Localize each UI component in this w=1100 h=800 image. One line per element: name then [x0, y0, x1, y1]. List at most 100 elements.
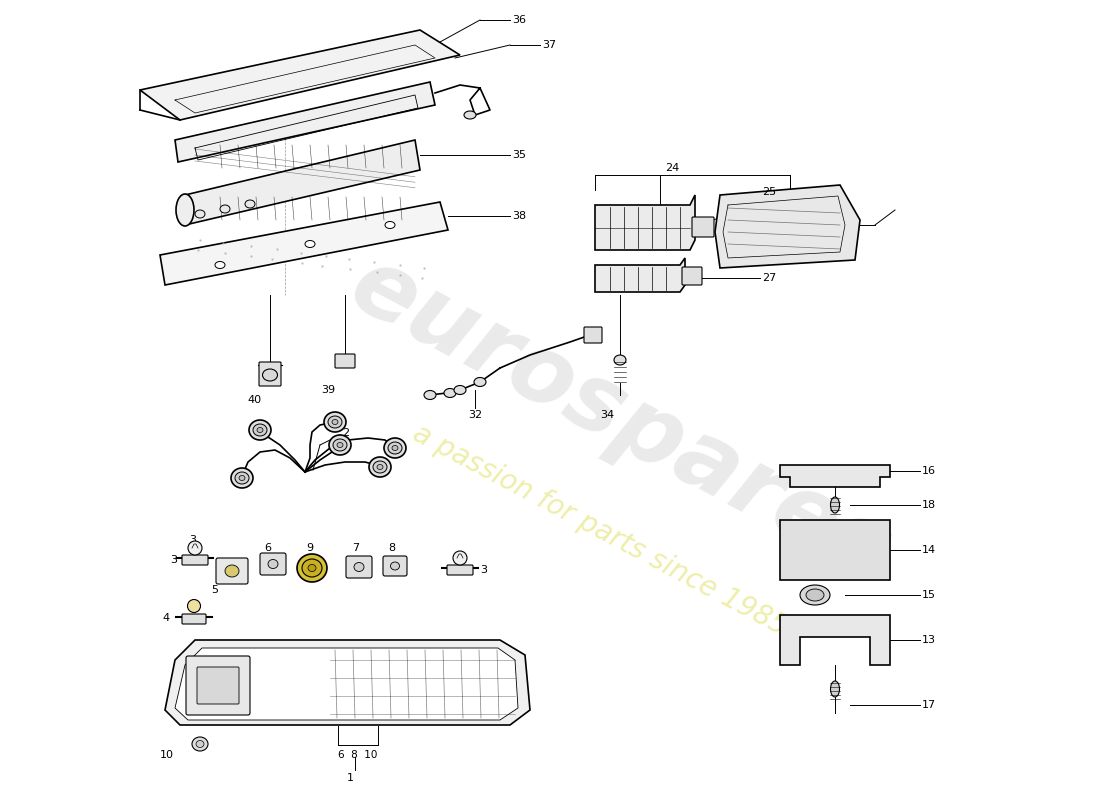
Text: 8: 8: [388, 543, 396, 553]
FancyBboxPatch shape: [346, 556, 372, 578]
Text: 17: 17: [922, 700, 936, 710]
Ellipse shape: [192, 737, 208, 751]
Ellipse shape: [226, 565, 239, 577]
Text: 2: 2: [342, 428, 349, 438]
Polygon shape: [185, 140, 420, 225]
Polygon shape: [160, 202, 448, 285]
Text: 1: 1: [346, 773, 353, 783]
Ellipse shape: [392, 446, 398, 450]
Polygon shape: [780, 520, 890, 580]
Ellipse shape: [377, 465, 383, 470]
Text: 14: 14: [922, 545, 936, 555]
FancyBboxPatch shape: [584, 327, 602, 343]
Text: a passion for parts since 1985: a passion for parts since 1985: [408, 419, 792, 641]
Polygon shape: [780, 615, 890, 665]
Ellipse shape: [257, 427, 263, 433]
Ellipse shape: [220, 205, 230, 213]
Polygon shape: [165, 640, 530, 725]
FancyBboxPatch shape: [682, 267, 702, 285]
Text: 32: 32: [468, 410, 482, 420]
Ellipse shape: [368, 457, 390, 477]
Ellipse shape: [388, 442, 401, 454]
Ellipse shape: [830, 681, 839, 697]
Ellipse shape: [214, 262, 225, 269]
Text: 6  8  10: 6 8 10: [338, 750, 377, 760]
Text: 24: 24: [666, 163, 680, 173]
FancyBboxPatch shape: [260, 553, 286, 575]
Text: 38: 38: [512, 211, 526, 221]
Polygon shape: [780, 465, 890, 487]
Ellipse shape: [253, 424, 267, 436]
Ellipse shape: [239, 475, 245, 481]
Text: 9: 9: [307, 543, 314, 553]
Polygon shape: [175, 82, 434, 162]
FancyBboxPatch shape: [197, 667, 239, 704]
Polygon shape: [140, 30, 460, 120]
Ellipse shape: [329, 435, 351, 455]
Ellipse shape: [333, 439, 346, 451]
Text: 25: 25: [762, 187, 777, 197]
Text: 34: 34: [600, 410, 614, 420]
Ellipse shape: [354, 562, 364, 571]
Text: 28: 28: [762, 205, 777, 215]
Ellipse shape: [800, 585, 830, 605]
Ellipse shape: [384, 438, 406, 458]
Ellipse shape: [444, 389, 456, 398]
Text: 35: 35: [512, 150, 526, 160]
Ellipse shape: [188, 541, 202, 555]
Polygon shape: [175, 648, 518, 720]
Ellipse shape: [268, 559, 278, 569]
FancyBboxPatch shape: [447, 565, 473, 575]
Text: 15: 15: [922, 590, 936, 600]
Polygon shape: [595, 258, 685, 292]
Text: 18: 18: [922, 500, 936, 510]
Ellipse shape: [231, 468, 253, 488]
Ellipse shape: [373, 461, 387, 473]
FancyBboxPatch shape: [692, 217, 714, 237]
Ellipse shape: [187, 599, 200, 613]
Ellipse shape: [324, 412, 346, 432]
Text: 6: 6: [264, 543, 272, 553]
Ellipse shape: [385, 222, 395, 229]
FancyBboxPatch shape: [182, 555, 208, 565]
FancyBboxPatch shape: [383, 556, 407, 576]
Text: 39: 39: [321, 385, 336, 395]
Ellipse shape: [302, 559, 322, 577]
Text: 10: 10: [160, 750, 174, 760]
Ellipse shape: [424, 390, 436, 399]
Text: 37: 37: [542, 40, 557, 50]
Ellipse shape: [245, 200, 255, 208]
Ellipse shape: [806, 589, 824, 601]
Ellipse shape: [332, 419, 338, 425]
Ellipse shape: [235, 472, 249, 484]
FancyBboxPatch shape: [186, 656, 250, 715]
Ellipse shape: [249, 420, 271, 440]
Ellipse shape: [464, 111, 476, 119]
Text: 3: 3: [480, 565, 487, 575]
Ellipse shape: [337, 442, 343, 447]
Ellipse shape: [454, 386, 466, 394]
Ellipse shape: [305, 241, 315, 247]
FancyBboxPatch shape: [182, 614, 206, 624]
Ellipse shape: [614, 355, 626, 365]
Polygon shape: [595, 195, 695, 250]
Text: 13: 13: [922, 635, 936, 645]
Polygon shape: [715, 185, 860, 268]
Text: 27: 27: [762, 273, 777, 283]
Ellipse shape: [196, 741, 204, 747]
FancyBboxPatch shape: [258, 362, 280, 386]
Text: 40: 40: [248, 395, 262, 405]
Ellipse shape: [195, 210, 205, 218]
Text: 4: 4: [162, 613, 169, 623]
Text: 7: 7: [352, 543, 360, 553]
Text: 3: 3: [189, 535, 197, 545]
Text: 16: 16: [922, 466, 936, 476]
Ellipse shape: [830, 497, 839, 513]
Text: 5: 5: [211, 585, 219, 595]
FancyBboxPatch shape: [336, 354, 355, 368]
Ellipse shape: [453, 551, 468, 565]
Text: 36: 36: [512, 15, 526, 25]
FancyBboxPatch shape: [216, 558, 248, 584]
Ellipse shape: [474, 378, 486, 386]
Text: 3: 3: [170, 555, 177, 565]
